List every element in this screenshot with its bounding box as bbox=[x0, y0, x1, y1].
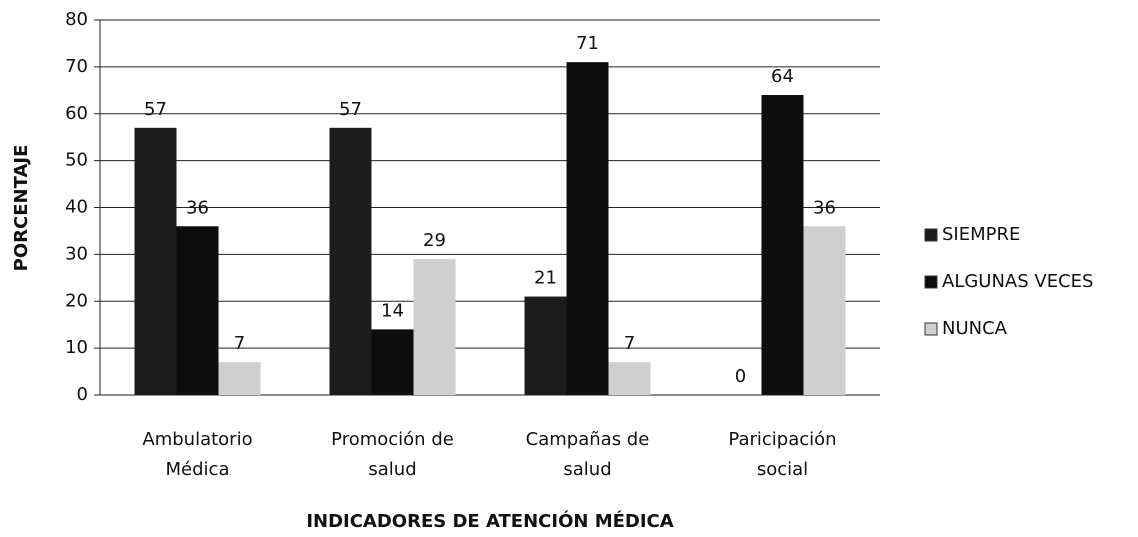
bar bbox=[134, 127, 177, 395]
data-label: 29 bbox=[423, 230, 446, 251]
y-tick-label: 30 bbox=[65, 243, 88, 264]
x-tick-label: Promoción de bbox=[331, 429, 454, 450]
x-tick-label: Médica bbox=[166, 459, 230, 480]
y-tick-label: 70 bbox=[65, 56, 88, 77]
bar bbox=[218, 362, 261, 395]
x-tick-label: Campañas de bbox=[526, 429, 650, 450]
data-label: 36 bbox=[813, 197, 836, 218]
y-tick-label: 80 bbox=[65, 9, 88, 30]
data-label: 7 bbox=[624, 333, 635, 354]
legend-swatch bbox=[924, 275, 938, 289]
y-tick-label: 50 bbox=[65, 150, 88, 171]
data-label: 71 bbox=[576, 33, 599, 54]
legend-label: SIEMPRE bbox=[942, 224, 1020, 245]
data-label: 64 bbox=[771, 66, 794, 87]
bar bbox=[413, 259, 456, 395]
data-label: 57 bbox=[339, 99, 362, 120]
legend-swatch bbox=[924, 322, 938, 336]
x-tick-label: Ambulatorio bbox=[142, 429, 252, 450]
data-label: 57 bbox=[144, 99, 167, 120]
y-tick-label: 40 bbox=[65, 197, 88, 218]
x-tick-label: salud bbox=[368, 459, 416, 480]
data-label: 21 bbox=[534, 268, 557, 289]
y-tick-label: 60 bbox=[65, 103, 88, 124]
x-axis-title: INDICADORES DE ATENCIÓN MÉDICA bbox=[306, 510, 673, 532]
data-label: 0 bbox=[735, 366, 746, 387]
y-tick-label: 0 bbox=[77, 384, 88, 405]
y-tick-label: 10 bbox=[65, 337, 88, 358]
x-tick-label: Paricipación bbox=[728, 429, 836, 450]
data-label: 14 bbox=[381, 300, 404, 321]
bar bbox=[803, 226, 846, 395]
bar bbox=[566, 62, 609, 395]
x-tick-label: social bbox=[757, 459, 808, 480]
x-tick-label: salud bbox=[563, 459, 611, 480]
bar bbox=[608, 362, 651, 395]
legend-swatch bbox=[924, 228, 938, 242]
bar bbox=[524, 296, 567, 395]
bar bbox=[371, 329, 414, 395]
bar bbox=[176, 226, 219, 395]
bar bbox=[761, 95, 804, 395]
legend-label: NUNCA bbox=[942, 318, 1008, 339]
legend-label: ALGUNAS VECES bbox=[942, 271, 1093, 292]
data-label: 7 bbox=[234, 333, 245, 354]
y-tick-label: 20 bbox=[65, 290, 88, 311]
data-label: 36 bbox=[186, 197, 209, 218]
y-axis-title: PORCENTAJE bbox=[11, 145, 32, 272]
bar bbox=[329, 127, 372, 395]
